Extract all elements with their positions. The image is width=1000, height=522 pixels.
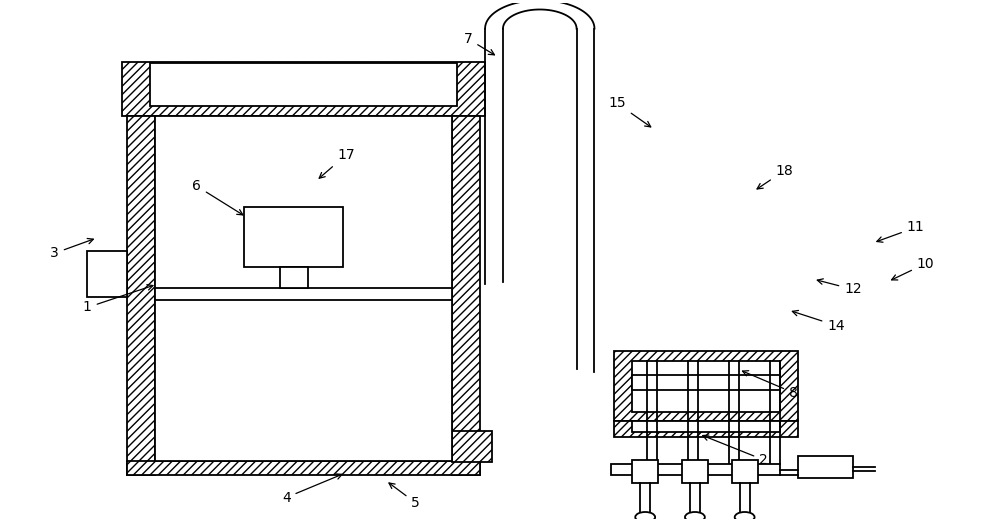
Bar [452, 116, 480, 476]
Text: 2: 2 [703, 435, 768, 467]
Bar [614, 351, 798, 421]
Bar [244, 207, 343, 267]
Text: 8: 8 [743, 371, 798, 400]
Bar [632, 460, 658, 483]
Text: 3: 3 [50, 239, 93, 260]
Text: 12: 12 [817, 279, 862, 296]
Bar [87, 251, 127, 297]
Bar [155, 116, 452, 461]
Bar [150, 63, 457, 106]
Bar [452, 431, 492, 462]
Text: 18: 18 [757, 163, 793, 189]
Bar [632, 375, 780, 390]
Text: 10: 10 [892, 257, 934, 280]
Bar [732, 460, 758, 483]
Bar [127, 116, 155, 476]
Text: 14: 14 [792, 311, 845, 333]
Text: 1: 1 [83, 284, 153, 314]
Circle shape [635, 512, 655, 522]
Bar [611, 464, 780, 476]
Text: 4: 4 [282, 474, 342, 505]
Text: 15: 15 [609, 97, 651, 127]
Bar [614, 421, 798, 436]
Bar [632, 421, 780, 432]
Bar [155, 288, 452, 300]
Text: 6: 6 [192, 179, 243, 215]
Circle shape [685, 512, 705, 522]
Text: 7: 7 [464, 32, 494, 55]
Bar [798, 456, 853, 478]
Bar [682, 460, 708, 483]
Bar [632, 361, 780, 412]
Text: 11: 11 [877, 220, 925, 242]
Text: 17: 17 [319, 148, 355, 178]
Text: 5: 5 [389, 483, 420, 509]
Bar [122, 62, 485, 116]
Circle shape [735, 512, 755, 522]
Bar [280, 267, 308, 288]
Bar [127, 461, 480, 476]
